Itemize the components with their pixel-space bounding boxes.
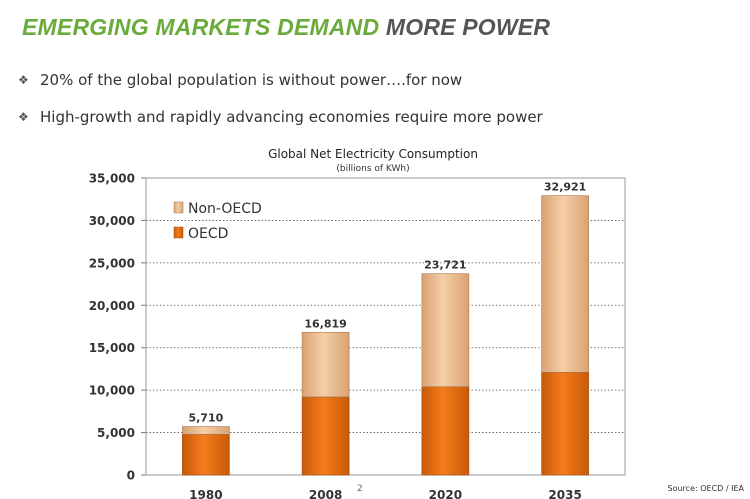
- bar-total-label: 32,921: [544, 181, 586, 194]
- source-note: Source: OECD / IEA: [667, 484, 744, 493]
- bar-total-label: 23,721: [424, 259, 466, 272]
- chart-title: Global Net Electricity Consumption: [268, 147, 478, 161]
- bullet-item: ❖ 20% of the global population is without…: [18, 70, 543, 90]
- x-tick-label: 1980: [189, 488, 222, 499]
- y-tick-label: 15,000: [89, 341, 135, 355]
- chart-subtitle: (billions of KWh): [336, 164, 409, 174]
- legend-swatch-non-oecd: [173, 201, 184, 214]
- legend-swatch-oecd: [173, 226, 184, 239]
- bar-non-oecd: [541, 195, 589, 373]
- y-tick-label: 5,000: [97, 426, 135, 440]
- x-tick-label: 2020: [429, 488, 462, 499]
- slide-title: EMERGING MARKETS DEMAND MORE POWER: [22, 14, 550, 41]
- legend-label: OECD: [188, 226, 228, 242]
- slide-title-part-1: EMERGING MARKETS DEMAND: [22, 14, 380, 40]
- bar-total-label: 5,710: [188, 412, 223, 425]
- bar-non-oecd: [301, 331, 350, 398]
- bullet-item: ❖ High-growth and rapidly advancing econo…: [18, 107, 543, 127]
- bullet-text: High-growth and rapidly advancing econom…: [40, 108, 543, 126]
- y-tick-label: 25,000: [89, 256, 135, 270]
- x-tick-label: 2008: [309, 488, 342, 499]
- y-tick-label: 20,000: [89, 299, 135, 313]
- bar-non-oecd: [182, 426, 230, 435]
- legend-label: Non-OECD: [188, 201, 262, 217]
- bullet-text: 20% of the global population is without …: [40, 71, 463, 89]
- diamond-bullet-icon: ❖: [18, 110, 29, 124]
- y-tick-label: 0: [127, 469, 135, 483]
- bar-total-label: 16,819: [304, 317, 346, 330]
- x-tick-label: 2035: [548, 488, 581, 499]
- y-tick-label: 35,000: [89, 172, 135, 186]
- y-tick-label: 30,000: [89, 214, 135, 228]
- plot-area-border: [145, 177, 626, 476]
- slide-title-part-2: MORE POWER: [385, 14, 551, 40]
- bar-non-oecd: [421, 273, 470, 388]
- diamond-bullet-icon: ❖: [18, 73, 29, 87]
- bar-oecd: [182, 433, 230, 476]
- bullet-list: ❖ 20% of the global population is without…: [18, 70, 543, 144]
- y-tick-label: 10,000: [89, 384, 135, 398]
- page-number: 2: [357, 484, 363, 494]
- bar-oecd: [421, 386, 470, 476]
- bar-oecd: [541, 372, 589, 476]
- bar-oecd: [301, 396, 350, 476]
